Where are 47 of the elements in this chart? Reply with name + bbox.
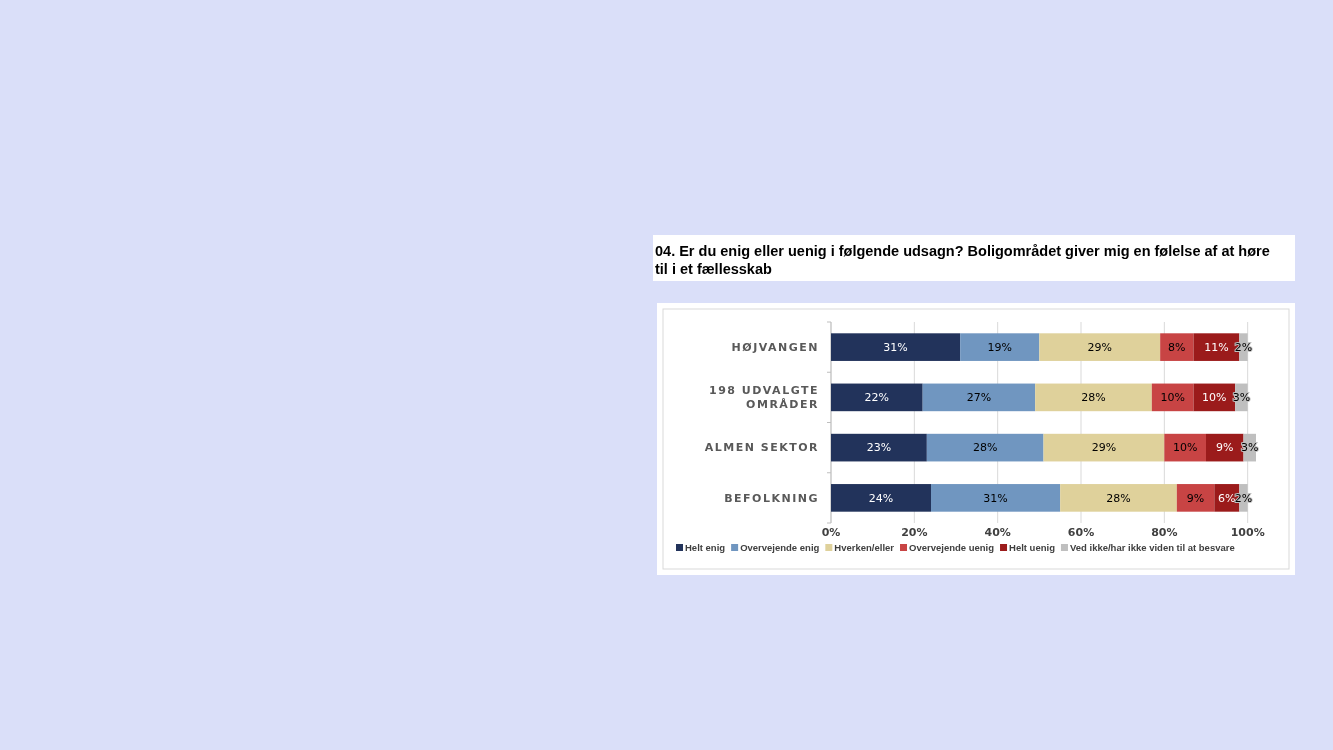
legend-label: Helt uenig (1009, 542, 1056, 554)
bar (1035, 383, 1152, 412)
y-tick-label: HØJVANGEN (731, 340, 819, 354)
y-tick-label: ALMEN SEKTOR (704, 441, 819, 455)
legend-label: Overvejende enig (740, 542, 820, 554)
data-label: 31% (883, 340, 908, 354)
data-label: 29% (1091, 441, 1117, 455)
data-label: 10% (1172, 441, 1198, 455)
bar (931, 484, 1061, 512)
x-tick-label: 80% (1151, 526, 1178, 539)
data-label: 28% (1106, 491, 1131, 505)
data-label: 10% (1160, 391, 1185, 405)
x-tick-label: 0% (821, 526, 841, 539)
data-label: 19% (987, 340, 1012, 354)
data-label: 29% (1087, 340, 1112, 354)
legend-label: Overvejende uenig (909, 542, 995, 554)
bar (831, 484, 931, 512)
data-label: 27% (966, 391, 992, 405)
bar (1043, 433, 1165, 462)
y-tick-label: 198 UDVALGTE OMRÅDER (709, 384, 819, 412)
data-label: 11% (1204, 340, 1229, 354)
x-tick-label: 40% (984, 526, 1011, 539)
data-label: 9% (1186, 491, 1205, 505)
bar (926, 433, 1044, 462)
x-tick-label: 100% (1230, 526, 1265, 539)
bar (1039, 333, 1161, 361)
data-label: 6% (1218, 491, 1236, 505)
bar (831, 333, 961, 361)
data-label: 24% (868, 491, 894, 505)
y-tick-label: BEFOLKNING (724, 491, 819, 505)
data-label: 9% (1216, 441, 1234, 455)
bar (922, 383, 1036, 412)
x-tick-label: 20% (901, 526, 928, 539)
data-label: 28% (1081, 391, 1106, 405)
legend-label: Ved ikke/har ikke viden til at besvare (1069, 542, 1235, 554)
data-label: 31% (983, 491, 1008, 505)
legend-label: Helt enig (685, 542, 726, 554)
bar (960, 333, 1040, 361)
data-label: 10% (1202, 391, 1227, 405)
data-label: 22% (864, 391, 890, 405)
chart-title: 04. Er du enig eller uenig i følgende udsagn? Boligområdet giver mig en følelse af at høre til i et fællesskab (655, 243, 1270, 278)
bar (1060, 484, 1177, 512)
legend-label: Hverken/eller (834, 542, 895, 554)
data-label: 23% (866, 441, 892, 455)
data-label: 28% (972, 441, 998, 455)
data-label: 8% (1168, 340, 1186, 354)
x-tick-label: 60% (1067, 526, 1095, 539)
